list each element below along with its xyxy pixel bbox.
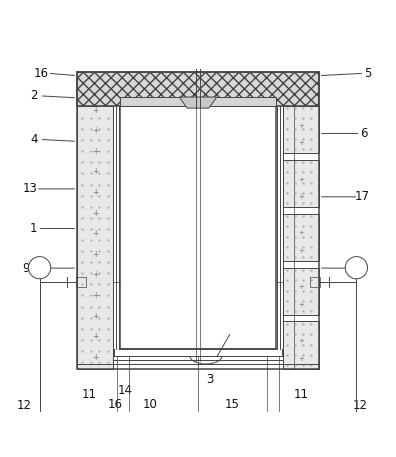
Bar xyxy=(283,159,319,207)
Text: 16: 16 xyxy=(107,398,122,411)
Text: +: + xyxy=(298,122,304,128)
Bar xyxy=(76,277,86,287)
Text: +: + xyxy=(92,291,98,300)
Text: 17: 17 xyxy=(355,190,370,203)
Text: 16: 16 xyxy=(34,67,49,80)
Bar xyxy=(283,321,319,369)
Text: +: + xyxy=(298,302,304,308)
Text: +: + xyxy=(298,176,304,182)
Text: +: + xyxy=(92,167,98,176)
Text: +: + xyxy=(298,230,304,236)
Text: 1: 1 xyxy=(30,222,37,235)
Text: +: + xyxy=(298,248,304,254)
Text: +: + xyxy=(92,312,98,320)
Bar xyxy=(77,106,113,369)
Text: 3: 3 xyxy=(206,373,213,386)
Bar xyxy=(283,106,319,154)
Text: +: + xyxy=(92,332,98,341)
Text: +: + xyxy=(92,271,98,279)
Bar xyxy=(77,72,319,106)
Text: 11: 11 xyxy=(82,388,97,400)
Text: +: + xyxy=(298,338,304,345)
Text: +: + xyxy=(92,229,98,238)
Text: 4: 4 xyxy=(30,133,37,146)
Text: +: + xyxy=(298,140,304,146)
Text: 14: 14 xyxy=(117,384,132,397)
Text: +: + xyxy=(92,353,98,361)
Text: 13: 13 xyxy=(22,182,37,196)
Circle shape xyxy=(345,257,367,279)
Text: +: + xyxy=(298,194,304,200)
Text: 12: 12 xyxy=(353,399,368,412)
Text: +: + xyxy=(92,147,98,156)
Text: 9: 9 xyxy=(22,261,29,275)
Text: 15: 15 xyxy=(224,398,239,411)
Bar xyxy=(77,72,319,369)
Bar xyxy=(120,106,276,349)
Bar xyxy=(283,267,319,315)
Text: +: + xyxy=(298,284,304,291)
Bar xyxy=(283,213,319,261)
Text: 11: 11 xyxy=(293,388,308,400)
Text: 9: 9 xyxy=(361,261,368,275)
Text: +: + xyxy=(92,208,98,218)
Bar xyxy=(120,97,276,106)
Text: +: + xyxy=(92,126,98,135)
Text: +: + xyxy=(92,250,98,259)
Text: 6: 6 xyxy=(361,127,368,140)
Bar xyxy=(310,277,320,287)
Text: 5: 5 xyxy=(365,67,372,80)
Text: 10: 10 xyxy=(142,398,157,411)
Text: +: + xyxy=(92,188,98,197)
Text: +: + xyxy=(298,356,304,362)
Text: +: + xyxy=(92,106,98,115)
Text: 2: 2 xyxy=(30,89,37,102)
Circle shape xyxy=(29,257,51,279)
Text: 12: 12 xyxy=(16,399,31,412)
Polygon shape xyxy=(179,97,217,108)
